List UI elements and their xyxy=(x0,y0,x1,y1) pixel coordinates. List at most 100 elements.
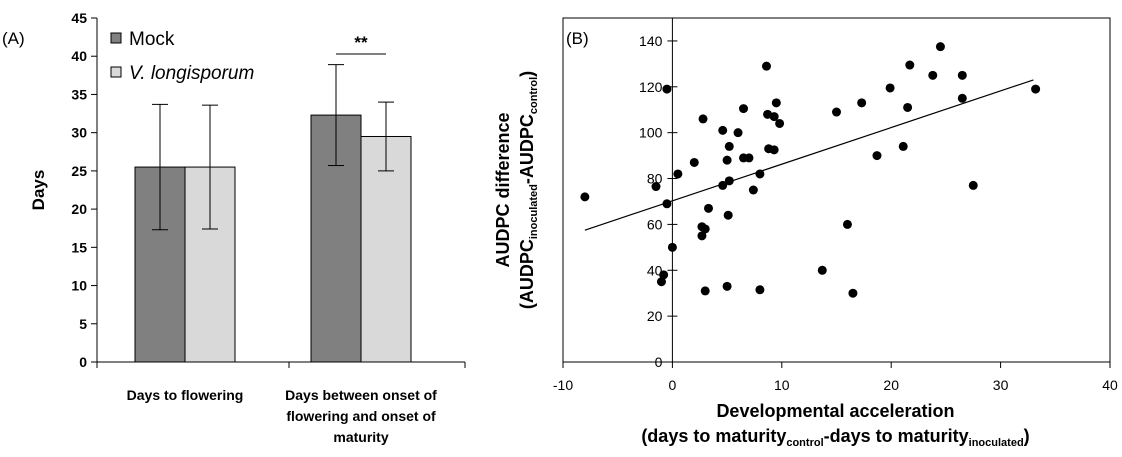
label-subscript: control xyxy=(786,437,823,449)
panel-a-category-label: Days to flowering xyxy=(127,387,244,403)
panel-b-point xyxy=(659,270,669,280)
panel-b-y-tick-label: 40 xyxy=(647,262,663,278)
panel-b-y-axis-label-line1: AUDPC difference xyxy=(493,112,513,267)
panel-b-label: (B) xyxy=(566,29,589,48)
panel-b-point xyxy=(704,203,714,213)
panel-a-bars xyxy=(134,64,412,363)
label-subscript: control xyxy=(528,77,540,114)
panel-b-x-tick-label: 30 xyxy=(993,377,1009,393)
panel-b-x-tick-label: -10 xyxy=(553,377,573,393)
panel-a-category-label: flowering and onset of xyxy=(286,408,436,424)
panel-a-legend-swatch xyxy=(110,32,122,44)
panel-a-legend-label: V. longisporum xyxy=(129,63,254,84)
panel-b-point xyxy=(903,102,913,112)
panel-b-point xyxy=(744,153,754,163)
panel-a-y-ticks: 0 5 10 15 20 25 30 35 40 45 xyxy=(71,10,97,370)
panel-b-point xyxy=(872,151,882,161)
panel-b-point xyxy=(656,277,666,287)
panel-b-y-tick-label: 80 xyxy=(647,171,663,187)
panel-b-point xyxy=(928,70,938,80)
panel-a-bar-chart: (A) Days 0 5 10 15 20 25 30 35 40 45 Days to flow… xyxy=(2,10,466,445)
panel-b-point xyxy=(748,185,758,195)
label-run: (AUDPC xyxy=(517,239,537,309)
panel-b-frame xyxy=(562,17,1111,363)
panel-b-point xyxy=(724,141,734,151)
panel-b-point xyxy=(898,141,908,151)
panel-b-y-tick-label: 100 xyxy=(639,125,663,141)
panel-b-x-axis-label: Developmental acceleration (days to matur… xyxy=(641,401,1029,449)
panel-b-point xyxy=(700,286,710,296)
panel-a-y-tick-label: 15 xyxy=(71,239,87,255)
panel-b-point xyxy=(832,107,841,117)
panel-a-y-tick-label: 10 xyxy=(71,278,87,294)
label-run: (days to maturity xyxy=(641,426,786,446)
panel-b-point xyxy=(739,104,749,114)
panel-b-point xyxy=(935,42,945,52)
panel-b-y-axis-label: AUDPC difference(AUDPCinoculated-AUDPCco… xyxy=(493,71,540,309)
panel-a-y-tick-label: 35 xyxy=(71,86,87,102)
panel-a-y-tick-label: 45 xyxy=(71,10,87,26)
panel-b-point xyxy=(771,98,781,108)
panel-b-point xyxy=(769,145,779,155)
panel-b-scatter-chart: (B) 0 20 40 60 80 100 120 140 -10 0 10 20 30 40 Deve… xyxy=(493,17,1118,449)
panel-a-y-tick-label: 40 xyxy=(71,48,87,64)
panel-b-point xyxy=(673,169,683,179)
panel-b-x-tick-label: 20 xyxy=(883,377,899,393)
panel-b-y-tick-label: 140 xyxy=(639,33,663,49)
panel-a-category-label: Days between onset of xyxy=(285,387,437,403)
panel-b-point xyxy=(723,210,733,220)
panel-b-y-tick-label: 120 xyxy=(639,79,663,95)
panel-b-point xyxy=(718,125,728,135)
panel-a-axes xyxy=(96,18,466,368)
panel-a-y-tick-label: 0 xyxy=(79,354,87,370)
panel-a-legend-label: Mock xyxy=(129,29,175,50)
panel-b-point xyxy=(697,231,707,241)
panel-b-point xyxy=(1031,84,1041,94)
panel-a-y-tick-label: 20 xyxy=(71,201,87,217)
label-subscript: inoculated xyxy=(528,184,540,239)
panel-b-point xyxy=(761,61,771,71)
panel-a-legend-swatch xyxy=(110,66,122,78)
panel-b-point xyxy=(689,157,699,167)
label-run: -AUDPC xyxy=(517,114,537,184)
panel-a-y-axis-label: Days xyxy=(29,170,48,211)
panel-b-y-axis-label-line2: (AUDPCinoculated-AUDPCcontrol) xyxy=(517,71,540,309)
panel-b-x-ticks: -10 0 10 20 30 40 xyxy=(553,362,1118,393)
panel-b-point xyxy=(651,182,661,192)
panel-b-point xyxy=(769,112,779,122)
panel-b-point xyxy=(905,60,915,70)
panel-a-y-tick-label: 30 xyxy=(71,125,87,141)
panel-b-point xyxy=(722,281,732,291)
panel-b-points xyxy=(580,42,1041,298)
panel-b-y-tick-label: 60 xyxy=(647,216,663,232)
panel-b-axes xyxy=(563,18,1110,363)
panel-b-point xyxy=(775,118,785,128)
panel-b-point xyxy=(755,285,765,295)
label-run: ) xyxy=(517,71,537,77)
panel-b-point xyxy=(722,155,732,165)
panel-a-significance-text: ** xyxy=(354,33,368,52)
panel-b-point xyxy=(817,265,827,275)
panel-b-point xyxy=(698,114,708,124)
panel-b-point xyxy=(968,180,978,190)
panel-a-category-label: maturity xyxy=(333,429,388,445)
panel-b-x-tick-label: 40 xyxy=(1102,377,1118,393)
panel-a-label: (A) xyxy=(2,29,25,48)
panel-b-point xyxy=(857,98,867,108)
label-run: -days to maturity xyxy=(824,426,969,446)
panel-b-x-axis-label-line2: (days to maturitycontrol-days to maturit… xyxy=(641,426,1029,449)
panel-b-point xyxy=(957,70,967,80)
panel-b-x-tick-label: 0 xyxy=(669,377,677,393)
panel-b-y-tick-label: 20 xyxy=(647,308,663,324)
panel-a-y-tick-label: 5 xyxy=(79,316,87,332)
panel-b-point xyxy=(885,83,895,93)
panel-b-point xyxy=(848,288,858,298)
label-subscript: inoculated xyxy=(969,437,1024,449)
label-run: ) xyxy=(1024,426,1030,446)
panel-b-x-axis-label-line1: Developmental acceleration xyxy=(716,401,954,421)
panel-b-point xyxy=(700,224,710,234)
panel-a-y-tick-label: 25 xyxy=(71,163,87,179)
panel-b-trendline xyxy=(584,79,1034,231)
panel-a-bar xyxy=(360,135,412,363)
